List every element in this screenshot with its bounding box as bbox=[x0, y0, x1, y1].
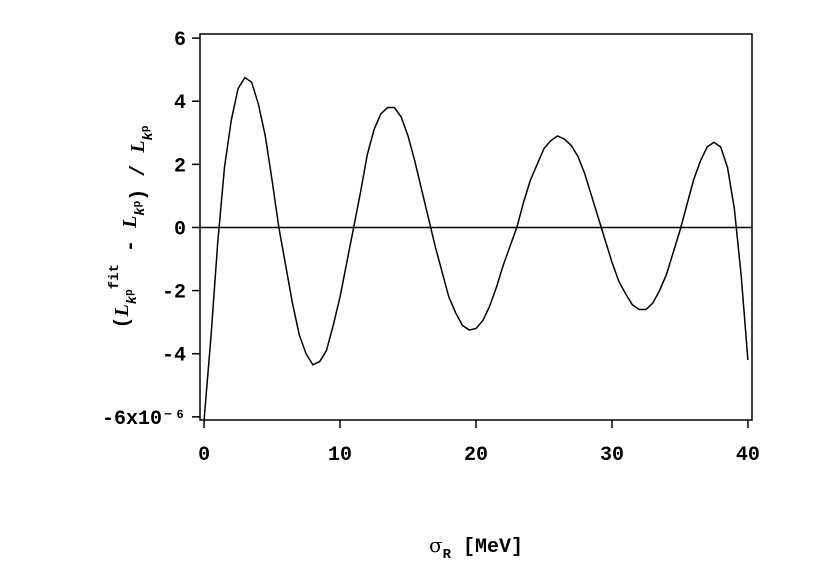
y-axis-label-part: - bbox=[120, 228, 143, 264]
y-axis-label-part: L bbox=[111, 304, 133, 317]
y-axis-label-part: L bbox=[127, 141, 149, 154]
y-tick-label: 6 bbox=[174, 29, 186, 52]
x-tick-label: 0 bbox=[198, 444, 210, 467]
y-tick-label: -2 bbox=[162, 282, 186, 305]
y-tick-label: -4 bbox=[162, 345, 186, 368]
y-tick-label: -6x10⁻⁶ bbox=[102, 408, 186, 431]
y-axis-label-part: L bbox=[119, 216, 141, 229]
y-axis-label-part: p bbox=[140, 125, 152, 132]
x-axis-label-part: R bbox=[443, 547, 452, 563]
x-axis-label-part: [MeV] bbox=[451, 536, 523, 559]
x-tick-label: 40 bbox=[736, 444, 760, 467]
y-axis-label-part: p bbox=[124, 289, 136, 296]
y-axis-label-part: p bbox=[132, 200, 144, 207]
x-tick-label: 10 bbox=[328, 444, 352, 467]
y-axis-label-part: k bbox=[133, 207, 149, 216]
x-tick-label: 30 bbox=[600, 444, 624, 467]
y-axis-label-part: / bbox=[128, 153, 151, 189]
y-axis-label-part: ) bbox=[128, 189, 151, 201]
data-line bbox=[203, 76, 749, 421]
y-tick-label: 2 bbox=[174, 155, 186, 178]
y-axis-label-part: ( bbox=[112, 316, 135, 328]
y-axis-label-part: k bbox=[125, 295, 141, 304]
y-axis-label-part: k bbox=[141, 132, 157, 141]
x-tick-label: 20 bbox=[464, 444, 488, 467]
x-axis-label: σR [MeV] bbox=[429, 533, 523, 563]
y-tick-label: 0 bbox=[174, 218, 186, 241]
y-axis-label-part: fit bbox=[107, 264, 123, 289]
y-tick-label: 4 bbox=[174, 92, 186, 115]
y-axis-label: (Lkpfit - Lkp) / Lkp bbox=[107, 125, 157, 328]
x-axis-label-part: σ bbox=[429, 533, 443, 557]
